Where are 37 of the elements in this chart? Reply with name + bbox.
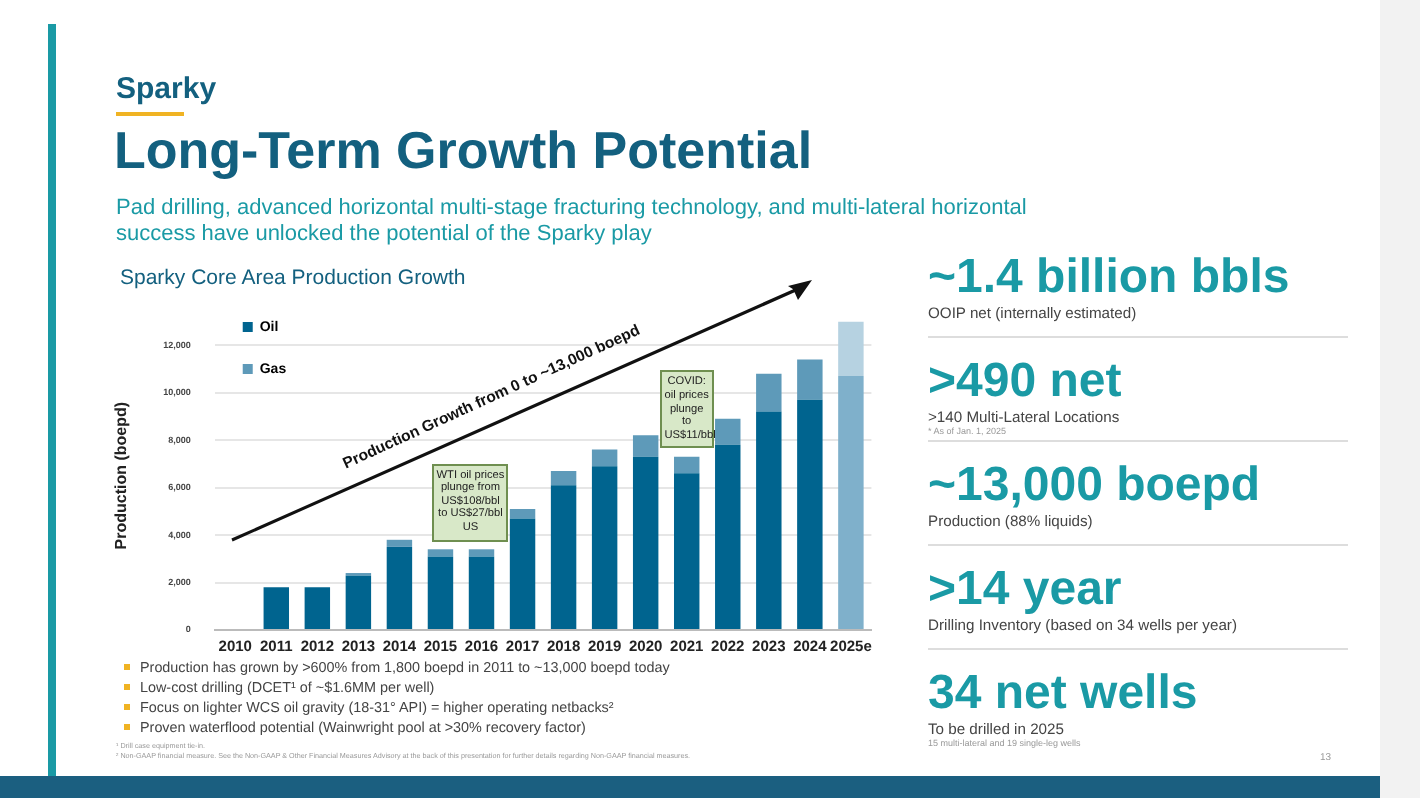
text: 34 net wells: [928, 666, 1200, 720]
text: Sparky: [116, 72, 217, 106]
bar: [509, 508, 536, 519]
bar: [427, 549, 454, 557]
text: ~13,000 boepd: [928, 458, 1263, 512]
bar: [304, 587, 331, 629]
bar: [632, 456, 659, 629]
text: >490 net: [928, 354, 1124, 408]
bar: [509, 518, 536, 629]
bar: [797, 359, 823, 400]
bar: [838, 376, 864, 629]
bar: [386, 539, 413, 547]
bar: [632, 435, 659, 457]
bar: [468, 549, 495, 557]
text: ~1.4 billion bbls: [928, 250, 1292, 304]
bar: [591, 449, 618, 467]
bar: [756, 373, 782, 412]
bar: [674, 456, 700, 474]
bar: [263, 587, 290, 629]
bar: [591, 466, 618, 629]
chart-title: Long-Term Growth Potential: [114, 120, 813, 182]
chart-subtitle: Pad drilling, advanced horizontal multi-stage fracturing technology, and multi-lateral horizontal success have unlocked the potential of the Sparky play: [116, 196, 1029, 248]
bar: [797, 399, 823, 629]
bar: [468, 556, 495, 629]
bar: [550, 485, 577, 629]
bar: [386, 546, 413, 629]
bar: [756, 411, 782, 629]
bar: [427, 556, 454, 629]
bar: [838, 321, 864, 376]
y-axis-title: Production (boepd): [112, 401, 131, 550]
text: >14 year: [928, 562, 1124, 616]
bar: [345, 575, 372, 629]
bar: [715, 418, 741, 445]
text: Sparky Core Area Production Growth: [120, 266, 466, 290]
bar: [715, 444, 741, 629]
bar: [674, 473, 700, 629]
bar: [550, 470, 577, 486]
